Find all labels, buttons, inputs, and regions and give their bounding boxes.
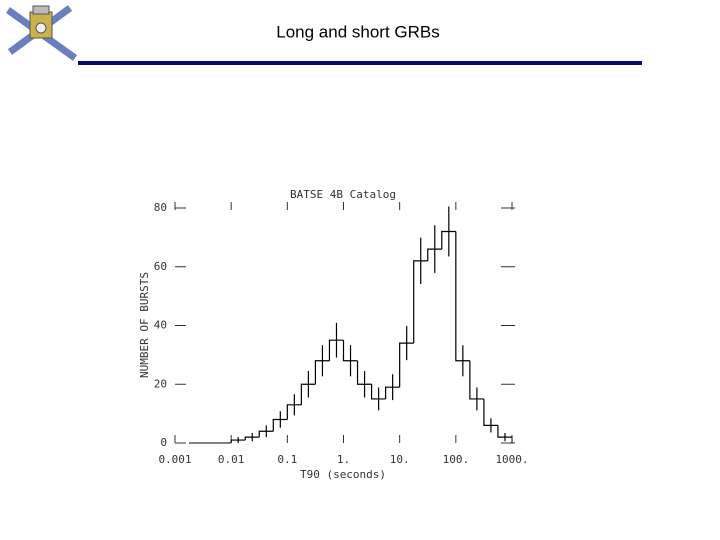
- histogram-bin: [455, 231, 470, 362]
- histogram-bin: [427, 248, 442, 261]
- y-axis-label: NUMBER OF BURSTS: [138, 272, 151, 378]
- x-tick-label: 1000.: [495, 453, 528, 466]
- logo: [5, 5, 78, 61]
- x-tick-label: 100.: [443, 453, 470, 466]
- histogram-bin: [497, 425, 512, 438]
- histogram-bin: [244, 436, 260, 441]
- slide-title: Long and short GRBs: [276, 22, 439, 41]
- chart-title: BATSE 4B Catalog: [290, 188, 396, 201]
- x-axis-label: T90 (seconds): [300, 468, 386, 481]
- histogram-bin: [258, 430, 274, 438]
- histogram-bin: [483, 398, 498, 426]
- y-tick-label: 20: [154, 377, 167, 390]
- histogram-bin: [314, 360, 330, 385]
- y-tick-label: 60: [154, 260, 167, 273]
- histogram-bin: [356, 360, 372, 385]
- y-tick-label: 80: [154, 201, 167, 214]
- histogram-bin: [342, 340, 358, 362]
- x-tick-label: 1.: [337, 453, 350, 466]
- x-tick-label: 10.: [390, 453, 410, 466]
- x-tick-label: 0.1: [277, 453, 297, 466]
- histogram-bin: [328, 339, 344, 361]
- histogram-bin: [413, 260, 428, 344]
- histogram-bin: [272, 418, 288, 432]
- histogram-bin: [385, 386, 400, 399]
- histogram-bin: [441, 230, 456, 250]
- histogram-bin: [300, 383, 316, 405]
- histogram-bin: [230, 439, 246, 443]
- histogram-bin: [370, 384, 386, 400]
- x-tick-label: 0.001: [158, 453, 191, 466]
- y-tick-label: 0: [160, 436, 167, 449]
- x-tick-label: 0.01: [218, 453, 245, 466]
- histogram-bin: [399, 342, 414, 388]
- histogram-bin: [469, 360, 484, 400]
- y-tick-label: 40: [154, 319, 167, 332]
- histogram-bin: [286, 404, 302, 420]
